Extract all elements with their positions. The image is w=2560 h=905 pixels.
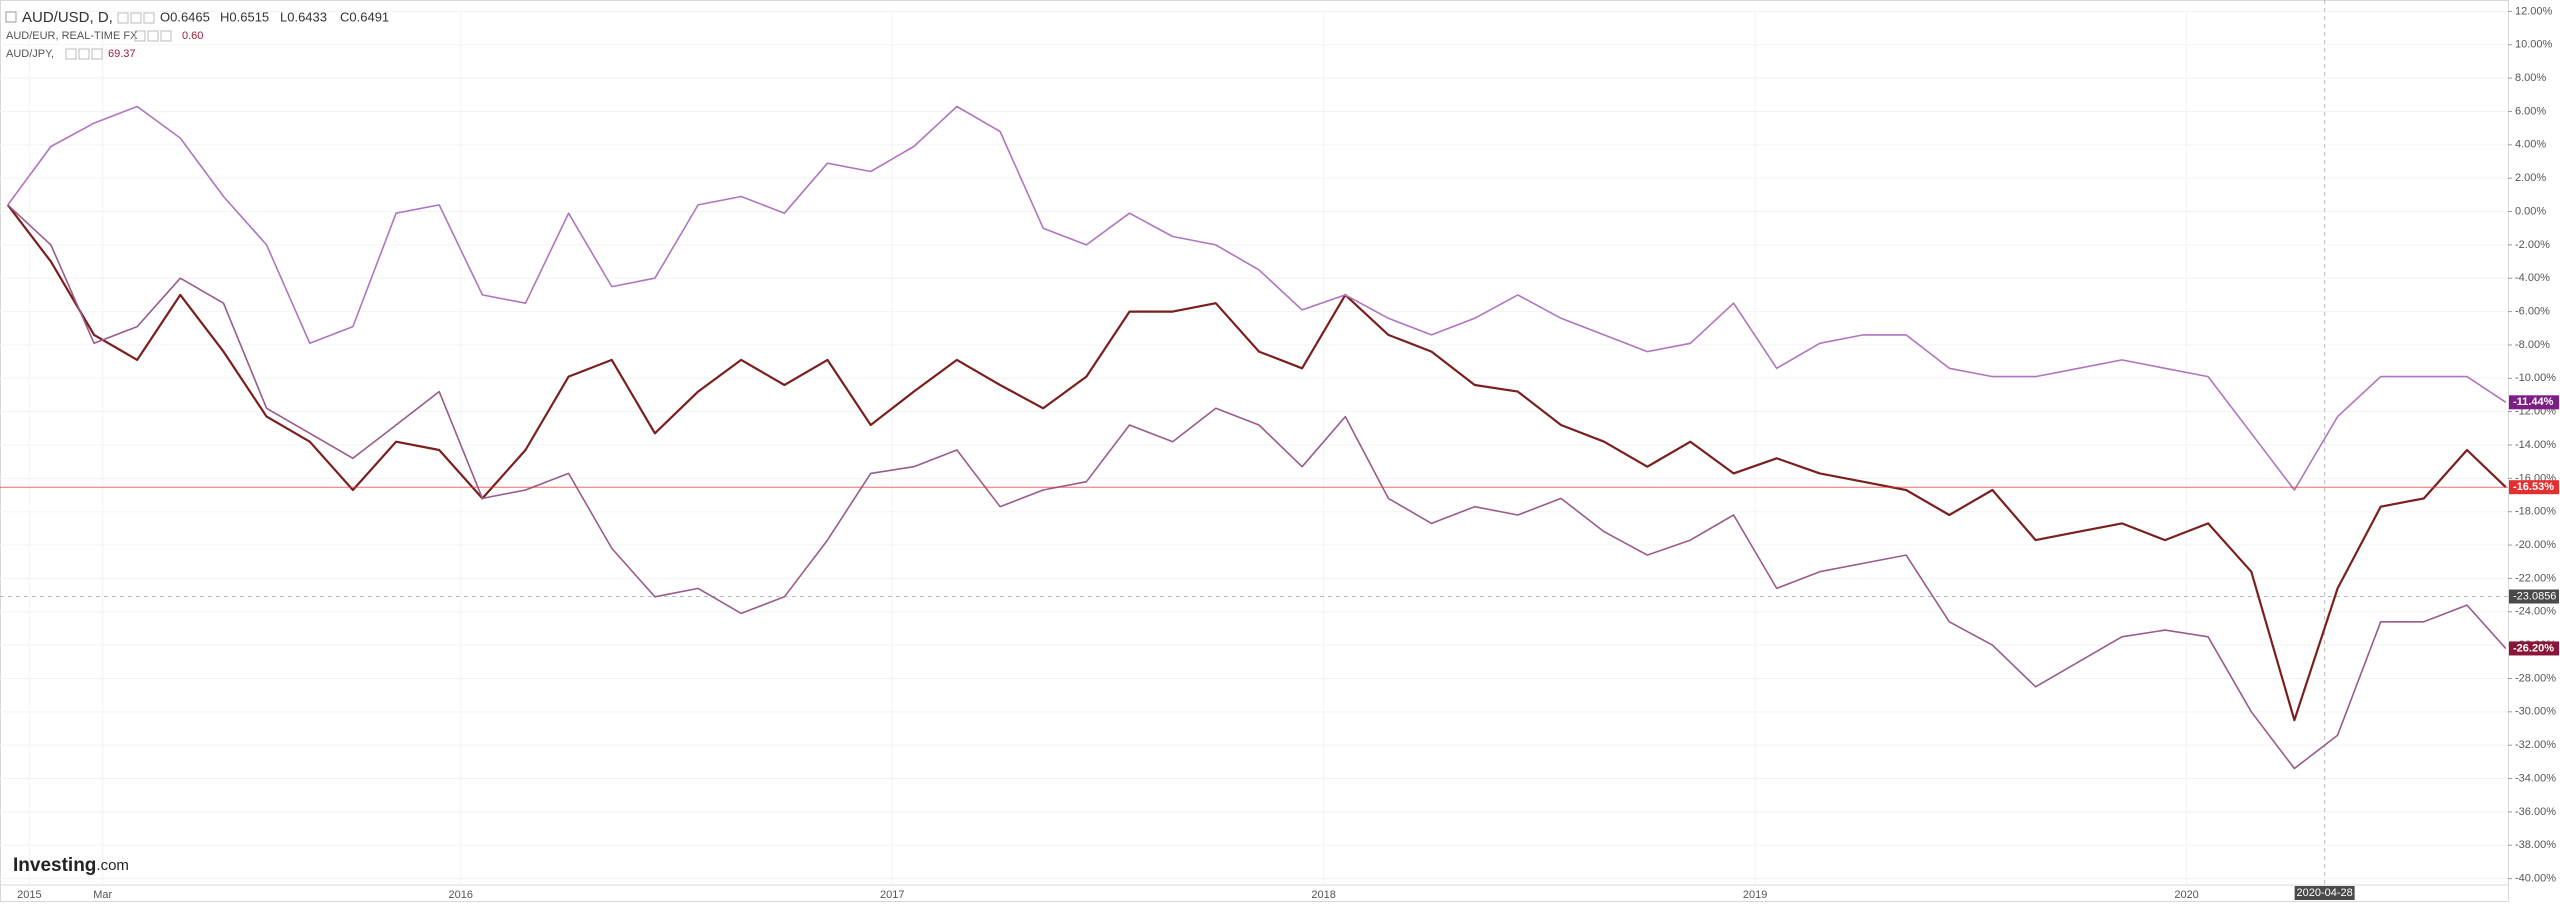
ohlc-value: O0.6465	[160, 9, 210, 24]
legend-icon	[78, 48, 90, 60]
ohlc-value: L0.6433	[280, 9, 327, 24]
last-value-box	[2509, 480, 2559, 495]
y-tick-label: 6.00%	[2515, 105, 2546, 117]
y-tick-label: -10.00%	[2515, 372, 2556, 384]
x-tick-label: Mar	[93, 889, 112, 901]
last-value-box	[2509, 395, 2559, 410]
x-tick-label: 2016	[449, 889, 473, 901]
x-tick-label: 2020	[2174, 889, 2198, 901]
y-tick-label: -34.00%	[2515, 772, 2556, 784]
x-tick-label: 2019	[1743, 889, 1767, 901]
series-line	[7, 204, 2507, 770]
legend-icon	[160, 30, 172, 42]
y-tick-label: -14.00%	[2515, 439, 2556, 451]
y-tick-label: -22.00%	[2515, 572, 2556, 584]
ohlc-value: C0.6491	[340, 9, 389, 24]
watermark: Investing.com	[13, 855, 129, 876]
y-tick-label: -18.00%	[2515, 506, 2556, 518]
y-tick-label: 8.00%	[2515, 72, 2546, 84]
crosshair-y-box	[2509, 589, 2559, 604]
watermark-suffix: .com	[96, 857, 129, 874]
y-tick-label: -40.00%	[2515, 873, 2556, 885]
y-tick-label: -20.00%	[2515, 539, 2556, 551]
last-value-label: -26.20%	[2513, 642, 2554, 654]
legend-quote: 69.37	[108, 48, 136, 60]
y-tick-label: -8.00%	[2515, 339, 2550, 351]
legend-entry: AUD/JPY,	[6, 48, 54, 60]
x-tick-label: 2017	[880, 889, 904, 901]
y-tick-label: -28.00%	[2515, 672, 2556, 684]
legend-header: AUD/USD, D,	[22, 9, 113, 26]
y-tick-label: 10.00%	[2515, 39, 2553, 51]
x-tick-label: 2015	[17, 889, 41, 901]
y-tick-label: 12.00%	[2515, 5, 2553, 17]
collapse-icon	[5, 11, 17, 23]
y-tick-label: -2.00%	[2515, 239, 2550, 251]
crosshair-x-label: 2020-04-28	[2296, 887, 2352, 899]
y-tick-label: -30.00%	[2515, 706, 2556, 718]
legend-icon	[117, 12, 129, 24]
y-tick-label: -36.00%	[2515, 806, 2556, 818]
legend-icon	[147, 30, 159, 42]
y-tick-label: -4.00%	[2515, 272, 2550, 284]
legend-icon	[143, 12, 155, 24]
last-value-label: -16.53%	[2513, 481, 2554, 493]
legend-entry: AUD/EUR, REAL-TIME FX	[6, 30, 138, 42]
y-tick-label: 4.00%	[2515, 139, 2546, 151]
crosshair-y-label: -23.0856	[2513, 590, 2556, 602]
y-tick-label: -6.00%	[2515, 305, 2550, 317]
series-line	[6, 204, 2507, 722]
x-tick-label: 2018	[1311, 889, 1335, 901]
legend-quote: 0.60	[182, 30, 203, 42]
y-tick-label: -24.00%	[2515, 606, 2556, 618]
series-line	[7, 105, 2507, 491]
y-tick-label: 2.00%	[2515, 172, 2546, 184]
last-value-label: -11.44%	[2513, 396, 2554, 408]
legend-icon	[65, 48, 77, 60]
legend-icon	[91, 48, 103, 60]
legend-icon	[134, 30, 146, 42]
legend-icon	[130, 12, 142, 24]
ohlc-value: H0.6515	[220, 9, 269, 24]
last-value-box	[2509, 641, 2559, 656]
y-tick-label: -32.00%	[2515, 739, 2556, 751]
y-tick-label: -38.00%	[2515, 839, 2556, 851]
plot-frame	[0, 0, 2509, 902]
watermark-bold: Investing	[13, 855, 96, 876]
y-tick-label: 0.00%	[2515, 205, 2546, 217]
crosshair-x-box	[2294, 886, 2355, 900]
